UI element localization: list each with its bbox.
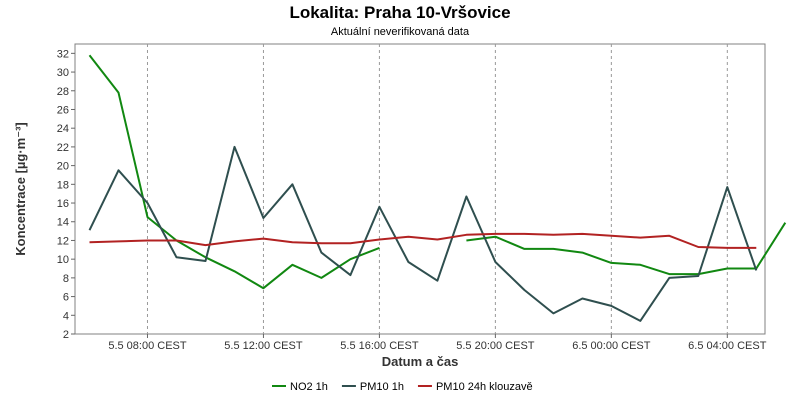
- legend-item: PM10 1h: [341, 381, 404, 393]
- y-tick-label: 14: [57, 217, 69, 229]
- series-line-1: [88, 145, 758, 322]
- y-tick-label: 10: [57, 254, 69, 266]
- x-axis-label: Datum a čas: [382, 354, 459, 369]
- y-tick-label: 8: [63, 273, 69, 285]
- x-tick-label: 5.5 12:00 CEST: [224, 340, 303, 352]
- x-tick-label: 5.5 16:00 CEST: [340, 340, 419, 352]
- y-tick-label: 16: [57, 198, 69, 210]
- y-tick-label: 2: [63, 329, 69, 341]
- legend-label: PM10 24h klouzavě: [436, 381, 533, 393]
- y-tick-label: 20: [57, 161, 69, 173]
- y-tick-label: 26: [57, 104, 69, 116]
- series-line-2: [89, 232, 757, 249]
- x-tick-label: 6.5 00:00 CEST: [572, 340, 651, 352]
- y-tick-label: 30: [57, 67, 69, 79]
- y-axis-label: Koncentrace [µg·m⁻³]: [13, 122, 28, 256]
- y-tick-label: 32: [57, 48, 69, 60]
- legend-item: PM10 24h klouzavě: [417, 381, 533, 393]
- plot-area: [74, 43, 766, 335]
- y-tick-label: 28: [57, 86, 69, 98]
- legend-label: NO2 1h: [290, 381, 328, 393]
- series-lines: [88, 54, 787, 322]
- chart-subtitle: Aktuální neverifikovaná data: [331, 26, 470, 38]
- chart-title: Lokalita: Praha 10-Vršovice: [289, 3, 510, 22]
- y-tick-label: 4: [63, 310, 69, 322]
- x-tick-label: 5.5 20:00 CEST: [456, 340, 535, 352]
- series-line-0: [88, 54, 380, 290]
- series-line-0: [466, 222, 787, 276]
- y-tick-label: 18: [57, 179, 69, 191]
- x-axis-ticks: 5.5 08:00 CEST 5.5 12:00 CEST 5.5 16:00 CE…: [108, 334, 767, 352]
- legend: NO2 1h PM10 1h PM10 24h klouzavě: [272, 381, 533, 393]
- y-tick-label: 6: [63, 292, 69, 304]
- x-tick-label: 5.5 08:00 CEST: [108, 340, 187, 352]
- legend-label: PM10 1h: [360, 381, 404, 393]
- y-tick-label: 24: [57, 123, 69, 135]
- legend-item: NO2 1h: [272, 381, 328, 393]
- x-tick-label: 6.5 04:00 CEST: [688, 340, 767, 352]
- y-tick-label: 22: [57, 142, 69, 154]
- y-tick-label: 12: [57, 235, 69, 247]
